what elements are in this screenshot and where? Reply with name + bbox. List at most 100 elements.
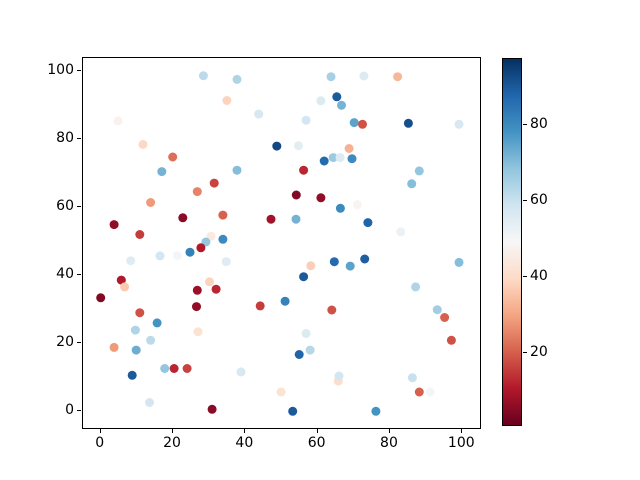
scatter-point	[291, 190, 301, 200]
scatter-point	[145, 398, 154, 407]
scatter-point	[130, 325, 140, 335]
x-tick-label: 100	[447, 435, 475, 451]
scatter-point	[109, 342, 119, 352]
scatter-point	[276, 387, 286, 397]
scatter-point	[182, 364, 192, 373]
scatter-point	[403, 118, 413, 128]
scatter-point	[146, 198, 156, 207]
scatter-point	[440, 313, 450, 322]
scatter-point	[335, 203, 345, 213]
y-tick-mark	[77, 206, 81, 208]
scatter-point	[349, 118, 359, 128]
x-tick-label: 40	[235, 435, 254, 451]
scatter-point	[169, 364, 179, 373]
scatter-point	[396, 227, 406, 237]
y-tick-label: 100	[47, 62, 74, 79]
scatter-point	[205, 277, 214, 287]
scatter-point	[446, 335, 456, 345]
scatter-point	[360, 254, 370, 264]
scatter-point	[291, 214, 301, 224]
scatter-point	[334, 371, 344, 381]
scatter-point	[168, 152, 178, 162]
scatter-points-layer	[96, 71, 464, 416]
scatter-point	[345, 261, 355, 271]
x-tick-mark	[244, 429, 246, 433]
scatter-point	[363, 218, 373, 228]
scatter-point	[196, 243, 206, 253]
scatter-point	[138, 139, 148, 149]
y-tick-label: 20	[56, 334, 74, 351]
y-tick-label: 80	[56, 130, 74, 147]
scatter-point	[109, 220, 119, 230]
scatter-point	[305, 345, 315, 355]
colorbar-tick-label: 60	[530, 192, 548, 209]
scatter-point	[329, 257, 339, 267]
scatter-point	[316, 193, 326, 203]
x-tick-mark	[316, 429, 318, 433]
scatter-point	[319, 156, 329, 166]
y-tick-mark	[77, 342, 81, 344]
scatter-point	[306, 261, 316, 271]
y-tick-label: 40	[56, 266, 74, 283]
scatter-point	[160, 364, 170, 373]
scatter-point	[301, 115, 311, 125]
colorbar-tick-mark	[523, 200, 527, 202]
scatter-point	[288, 406, 298, 416]
scatter-point	[371, 406, 381, 416]
scatter-point	[337, 100, 346, 110]
colorbar-tick-mark	[523, 124, 527, 126]
scatter-point	[192, 187, 202, 197]
x-tick-label: 20	[163, 435, 181, 451]
scatter-point	[172, 251, 182, 261]
scatter-point	[326, 72, 336, 82]
x-tick-mark	[172, 429, 174, 433]
x-tick-label: 60	[307, 435, 326, 451]
scatter-point	[211, 284, 221, 294]
scatter-point	[157, 167, 167, 177]
scatter-point	[135, 230, 145, 239]
scatter-point	[407, 179, 417, 189]
scatter-point	[120, 282, 130, 292]
scatter-point	[266, 214, 276, 224]
scatter-point	[407, 373, 417, 383]
scatter-point	[113, 116, 123, 126]
x-tick-mark	[388, 429, 390, 433]
scatter-point	[454, 119, 464, 129]
scatter-point	[209, 178, 219, 188]
scatter-point	[232, 165, 242, 175]
scatter-point	[299, 165, 309, 175]
colorbar-tick-label: 40	[530, 268, 548, 285]
scatter-point	[432, 305, 442, 315]
scatter-point	[425, 387, 435, 397]
scatter-point	[299, 272, 309, 282]
y-tick-label: 60	[56, 198, 74, 215]
y-tick-mark	[77, 70, 81, 72]
scatter-point	[218, 210, 228, 220]
scatter-point	[344, 144, 354, 153]
scatter-point	[135, 308, 145, 318]
scatter-point	[116, 275, 126, 285]
scatter-point	[206, 231, 216, 241]
scatter-point	[255, 301, 265, 311]
colorbar-gradient	[503, 59, 521, 425]
scatter-point	[152, 318, 162, 328]
scatter-point	[294, 350, 304, 359]
scatter-point	[316, 96, 326, 106]
scatter-point	[393, 72, 403, 82]
colorbar-tick-mark	[523, 276, 527, 278]
y-tick-mark	[77, 410, 81, 412]
plot-area	[82, 57, 481, 429]
scatter-point	[236, 367, 246, 377]
scatter-point	[414, 387, 424, 397]
scatter-point	[328, 153, 338, 163]
scatter-point	[280, 296, 290, 306]
colorbar-tick-mark	[523, 352, 527, 354]
colorbar	[502, 58, 522, 426]
scatter-point	[327, 305, 337, 315]
scatter-point	[127, 370, 137, 380]
scatter-point	[352, 200, 362, 210]
colorbar-tick-label: 20	[530, 344, 548, 361]
scatter-point	[126, 256, 136, 266]
scatter-point	[193, 327, 203, 337]
